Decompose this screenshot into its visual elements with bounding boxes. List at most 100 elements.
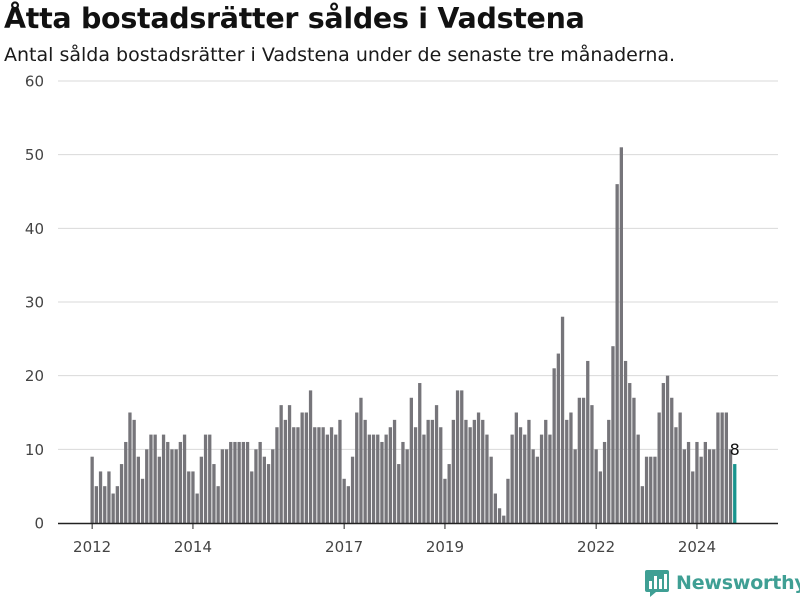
bar <box>397 464 401 523</box>
bar <box>720 412 724 523</box>
bar <box>640 486 644 523</box>
y-tick-label: 60 <box>25 73 44 91</box>
bar <box>208 434 212 523</box>
x-tick-label: 2022 <box>577 538 615 556</box>
bar <box>674 427 678 523</box>
bar <box>111 493 115 523</box>
bar <box>523 434 527 523</box>
highlight-value-label: 8 <box>730 440 740 459</box>
bar <box>426 419 430 523</box>
bar <box>292 427 296 523</box>
bar <box>170 449 174 523</box>
bar <box>439 427 443 523</box>
y-tick-label: 20 <box>25 367 44 385</box>
bar <box>464 419 468 523</box>
bar <box>153 434 157 523</box>
bar <box>493 493 497 523</box>
bar <box>401 441 405 523</box>
bar <box>544 419 548 523</box>
bar <box>434 405 439 523</box>
y-tick-label: 10 <box>25 441 44 459</box>
bar <box>531 449 535 523</box>
bar <box>161 434 166 523</box>
bar <box>586 360 590 523</box>
bar <box>644 456 649 523</box>
bar <box>128 412 132 523</box>
bar <box>329 427 334 523</box>
bar <box>691 471 695 523</box>
bar <box>481 419 485 523</box>
bar <box>157 456 161 523</box>
bar <box>334 434 338 523</box>
newsworthy-logo: Newsworthy <box>644 569 800 597</box>
bar <box>632 397 636 523</box>
bar <box>636 434 640 523</box>
bar <box>581 397 586 523</box>
bar <box>657 412 661 523</box>
bar <box>149 434 153 523</box>
bar <box>682 449 686 523</box>
bar <box>686 441 691 523</box>
bar <box>653 456 657 523</box>
bar <box>313 427 317 523</box>
newsworthy-logo-icon <box>645 570 669 597</box>
bar <box>237 441 241 523</box>
bar <box>250 471 254 523</box>
bar <box>380 441 384 523</box>
bar <box>388 427 392 523</box>
bar <box>565 419 569 523</box>
bar <box>195 493 199 523</box>
chart-subtitle: Antal sålda bostadsrätter i Vadstena und… <box>4 44 676 66</box>
bar <box>602 441 607 523</box>
bar <box>560 316 565 523</box>
bar <box>678 412 682 523</box>
bar <box>350 456 355 523</box>
bar <box>422 434 426 523</box>
bar <box>132 419 136 523</box>
bar <box>103 486 107 523</box>
bar <box>556 353 560 523</box>
bar <box>695 441 699 523</box>
bar <box>514 412 518 523</box>
x-tick-label: 2014 <box>174 538 212 556</box>
bar <box>548 434 552 523</box>
bar <box>623 360 628 523</box>
y-tick-label: 50 <box>25 146 44 164</box>
bar <box>607 419 611 523</box>
bar <box>140 478 145 523</box>
bar <box>611 346 615 523</box>
bar <box>363 419 367 523</box>
bar <box>216 486 220 523</box>
bar <box>703 441 707 523</box>
bar <box>573 449 577 523</box>
bar <box>342 478 346 523</box>
bar <box>187 471 191 523</box>
bar <box>338 419 342 523</box>
bar <box>649 456 653 523</box>
bar <box>485 434 489 523</box>
bar <box>182 434 187 523</box>
bar <box>594 449 598 523</box>
bar <box>245 441 250 523</box>
bar <box>476 412 481 523</box>
bar <box>598 471 602 523</box>
bar <box>233 441 237 523</box>
bar <box>430 419 434 523</box>
bar <box>359 397 363 523</box>
bar <box>392 419 397 523</box>
bar <box>628 383 632 523</box>
bar <box>413 427 418 523</box>
bar <box>275 427 279 523</box>
bar <box>569 412 573 523</box>
y-tick-label: 40 <box>25 220 44 238</box>
bar <box>124 441 128 523</box>
bar <box>405 449 409 523</box>
x-tick-label: 2012 <box>73 538 111 556</box>
bar <box>325 434 329 523</box>
bar <box>191 471 195 523</box>
bar <box>460 390 464 523</box>
bar <box>271 449 275 523</box>
x-tick-label: 2019 <box>426 538 464 556</box>
bar <box>321 427 325 523</box>
